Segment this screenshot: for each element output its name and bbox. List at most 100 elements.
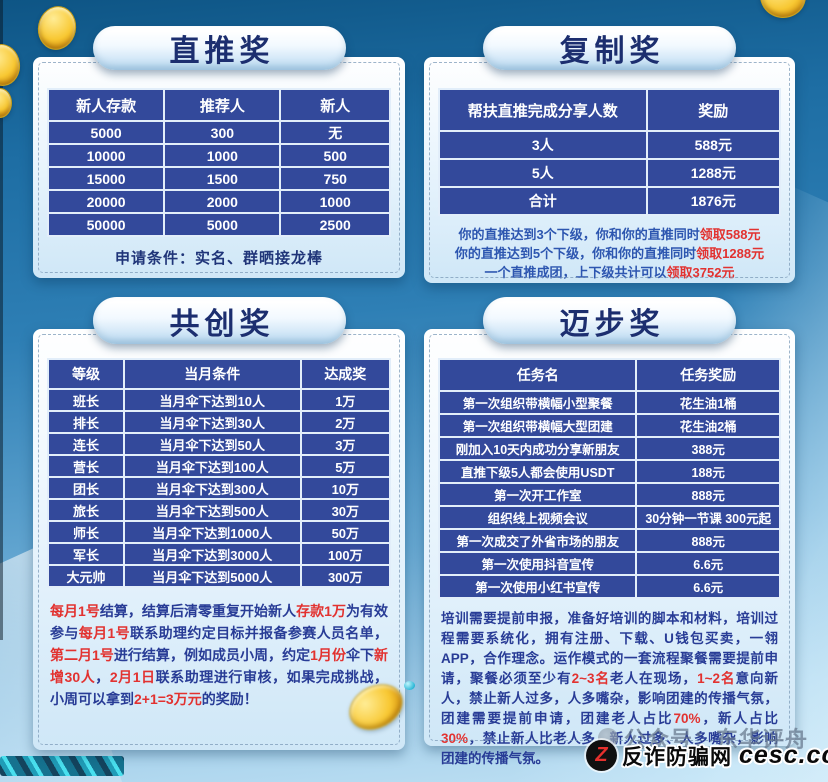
table-cell: 6.6元	[637, 553, 779, 574]
note-text: 培训需要提前申报，准备好培训的脚本和材料，培训过程需要系统化，拥有注册、下载、U…	[441, 611, 778, 686]
highlight-text: 领取588元	[699, 227, 761, 242]
table-header-cell: 新人	[281, 90, 389, 120]
table-cell: 第一次组织带横幅小型聚餐	[440, 392, 636, 413]
note-text: 为有效参与	[50, 603, 389, 641]
table-header-cell: 帮扶直推完成分享人数	[440, 90, 646, 130]
table-cell: 合计	[440, 188, 646, 214]
anti-fraud-site-domain: cesc.cc	[739, 741, 828, 769]
gold-coin-icon	[33, 2, 81, 54]
copy-reward-table: 帮扶直推完成分享人数 奖励 3人 588元 5人 1288元 合计 1876元	[438, 88, 781, 216]
faded-wechat-watermark: 公众号：东华评舟	[598, 722, 808, 754]
highlight-text: 领取3752元	[666, 265, 735, 280]
note-text: 进行结算，例如成员小周，约定	[113, 647, 311, 663]
table-cell: 连长	[49, 434, 123, 454]
table-cell: 当月伞下达到300人	[124, 478, 300, 498]
note-line: 你的直推达到3个下级，你和你的直推同时领取588元	[424, 225, 795, 244]
highlight-text: 新增30人	[50, 647, 389, 685]
table-header-cell: 任务名	[440, 360, 636, 390]
anti-fraud-site-name: 反诈防骗网	[622, 745, 732, 769]
copy-reward-note: 你的直推达到3个下级，你和你的直推同时领取588元 你的直推达到5个下级，你和你的…	[424, 225, 795, 282]
table-cell: 500	[281, 145, 389, 166]
highlight-text: 每月1号	[78, 625, 130, 641]
table-cell: 10万	[301, 478, 389, 498]
panel-title-direct-push-reward: 直推奖	[93, 26, 346, 70]
table-cell: 组织线上视频会议	[440, 507, 636, 528]
step-reward-note: 培训需要提前申报，准备好培训的脚本和材料，培训过程需要系统化，拥有注册、下载、U…	[441, 609, 778, 769]
note-text: 一个直推成团，上下级共计可以	[484, 265, 667, 280]
table-cell: 588元	[647, 132, 779, 158]
note-text: 老人在现场，	[610, 671, 698, 686]
table-cell: 100万	[301, 544, 389, 564]
table-cell: 班长	[49, 390, 123, 410]
table-cell: 750	[281, 168, 389, 189]
gold-coin-icon	[0, 41, 23, 89]
panel-step-reward: 任务名 任务奖励 第一次组织带横幅小型聚餐 花生油1桶 第一次组织带横幅大型团建 花生油2…	[424, 329, 795, 766]
table-cell: 营长	[49, 456, 123, 476]
note-text: 你的直推达到3个下级，你和你的直推同时	[458, 227, 700, 242]
gold-coin-icon	[757, 0, 809, 21]
note-text: 的奖励！	[201, 691, 258, 707]
note-line: 你的直推达到5个下级，你和你的直推同时领取1288元	[424, 244, 795, 263]
table-cell: 当月伞下达到10人	[124, 390, 300, 410]
table-cell: 第一次使用小红书宣传	[440, 576, 636, 597]
table-cell: 50000	[49, 214, 164, 235]
anti-fraud-watermark: Z 反诈防骗网 cesc.cc	[586, 740, 828, 771]
table-cell: 当月伞下达到500人	[124, 500, 300, 520]
table-cell: 当月伞下达到100人	[124, 456, 300, 476]
table-cell: 20000	[49, 191, 164, 212]
table-cell: 3万	[301, 434, 389, 454]
table-cell: 第一次开工作室	[440, 484, 636, 505]
table-cell: 大元帅	[49, 566, 123, 586]
panel-copy-reward: 帮扶直推完成分享人数 奖励 3人 588元 5人 1288元 合计 1876元 你的直推达到3…	[424, 57, 795, 283]
panel-title-step-reward: 迈步奖	[483, 297, 736, 344]
panel-title-co-creation-reward: 共创奖	[93, 297, 346, 344]
table-cell: 300万	[301, 566, 389, 586]
left-edge-shadow	[0, 0, 3, 640]
note-line: 一个直推成团，上下级共计可以领取3752元	[424, 263, 795, 282]
table-cell: 30万	[301, 500, 389, 520]
table-cell: 当月伞下达到50人	[124, 434, 300, 454]
table-cell: 第一次组织带横幅大型团建	[440, 415, 636, 436]
table-cell: 50万	[301, 522, 389, 542]
note-text: 意向新人，禁止新人过多，人多嘴杂，影响团建的传播气氛，团建需要提前申请，团建老人…	[441, 671, 779, 726]
highlight-text: 2+1=3万元	[134, 691, 202, 707]
table-header-cell: 达成奖	[301, 360, 389, 388]
table-cell: 10000	[49, 145, 164, 166]
table-cell: 388元	[637, 438, 779, 459]
direct-push-conditions: 申请条件：实名、群晒接龙棒	[114, 250, 323, 267]
table-cell: 5人	[440, 160, 646, 186]
table-cell: 当月伞下达到3000人	[124, 544, 300, 564]
highlight-text: 30%	[441, 731, 469, 746]
table-cell: 1500	[165, 168, 280, 189]
table-cell: 1288元	[647, 160, 779, 186]
note-text: 结算，结算后清零重复开始新人	[99, 603, 297, 619]
highlight-text: 领取1288元	[696, 246, 765, 261]
table-cell: 300	[165, 122, 280, 143]
table-cell: 2万	[301, 412, 389, 432]
table-cell: 888元	[637, 530, 779, 551]
highlight-text: 1~2名	[697, 671, 736, 686]
table-cell: 直推下级5人都会使用USDT	[440, 461, 636, 482]
table-header-cell: 等级	[49, 360, 123, 388]
table-cell: 刚加入10天内成功分享新朋友	[440, 438, 636, 459]
table-cell: 1000	[165, 145, 280, 166]
table-cell: 15000	[49, 168, 164, 189]
table-cell: 第一次使用抖音宣传	[440, 553, 636, 574]
table-cell: 军长	[49, 544, 123, 564]
table-cell: 3人	[440, 132, 646, 158]
gold-coin-icon	[0, 88, 12, 118]
highlight-text: 2~3名	[571, 671, 611, 686]
co-creation-table: 等级 当月条件 达成奖 班长 当月伞下达到10人 1万 排长 当月伞下达到30人 2万 连长 当月伞…	[47, 358, 391, 588]
table-cell: 30分钟一节课 300元起	[637, 507, 779, 528]
table-cell: 1000	[281, 191, 389, 212]
table-cell: 1876元	[647, 188, 779, 214]
highlight-text: 2月1日	[109, 669, 156, 685]
highlight-text: 1月份	[310, 647, 346, 663]
table-cell: 团长	[49, 478, 123, 498]
co-creation-note: 每月1号结算，结算后清零重复开始新人存款1万为有效参与每月1号联系助理约定目标并…	[50, 600, 388, 710]
note-text: ，禁止新人比老人多，新人过多、人多嘴杂，影响团建的传播气氛。	[441, 731, 778, 766]
panel-title-copy-reward: 复制奖	[483, 26, 736, 70]
table-cell: 师长	[49, 522, 123, 542]
note-text: ，	[95, 669, 110, 685]
